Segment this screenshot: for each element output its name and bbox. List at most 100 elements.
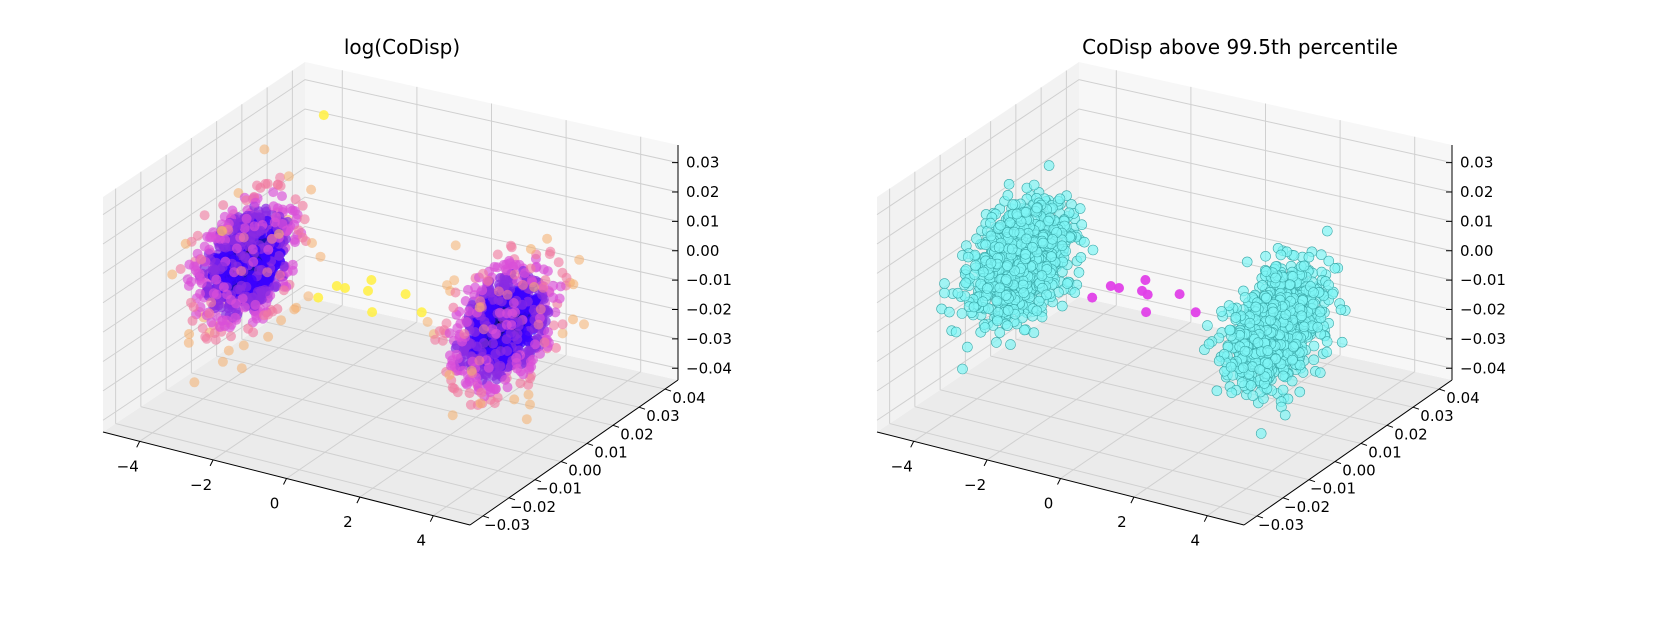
scatter-point (272, 179, 283, 190)
scatter-point (452, 387, 463, 398)
scatter-point (488, 338, 498, 349)
scatter-point (1308, 287, 1319, 298)
scatter-point (518, 280, 528, 290)
scatter-point (465, 399, 476, 410)
panel-log-codisp: −4−2024−0.03−0.02−0.010.000.010.020.030.… (102, 35, 732, 550)
scatter-point (1041, 289, 1052, 301)
scatter-point (483, 362, 494, 373)
y-tick (1282, 497, 1290, 501)
scatter-point (275, 270, 285, 281)
scatter-point (226, 331, 236, 342)
x-tick-label: 2 (343, 513, 353, 531)
y-tick (1308, 479, 1316, 483)
scatter-point (210, 233, 221, 244)
scatter-point (977, 296, 989, 308)
scatter-point (290, 237, 300, 248)
scatter-point (1245, 380, 1257, 391)
scatter-point (1056, 240, 1068, 252)
y-tick (612, 424, 620, 428)
scatter-point (220, 242, 231, 253)
x-tick (136, 441, 141, 448)
scatter-point (238, 232, 249, 243)
z-tick-label: 0.03 (1460, 154, 1493, 172)
scatter-point (995, 220, 1006, 231)
scatter-point (550, 307, 561, 318)
scatter-point (450, 287, 461, 298)
scatter-point (579, 319, 589, 330)
scatter-point (1018, 287, 1030, 299)
y-tick (1386, 424, 1394, 428)
scatter-point (285, 203, 296, 214)
scatter-point (509, 269, 520, 280)
scatter-point (1011, 208, 1023, 220)
scatter-point (217, 262, 228, 272)
scatter-point (548, 292, 559, 303)
scatter-point (1312, 321, 1324, 333)
z-tick-label: −0.01 (1460, 271, 1506, 289)
scatter-point (466, 365, 477, 376)
scatter-point (1202, 320, 1213, 331)
scatter-point (474, 355, 485, 366)
z-tick-label: −0.02 (686, 301, 732, 319)
z-tick-label: 0.02 (686, 183, 719, 201)
scatter-point (533, 319, 544, 330)
z-tick-label: −0.01 (686, 271, 732, 289)
scatter-point (1252, 337, 1264, 349)
scatter-point (175, 264, 186, 274)
outlier-point (1174, 289, 1185, 300)
scatter-point (449, 275, 460, 286)
scatter-point (259, 310, 270, 321)
y-tick-label: −0.02 (1284, 498, 1330, 516)
scatter-point (977, 266, 989, 278)
scatter-point (511, 352, 522, 363)
scatter-point (276, 315, 287, 326)
scatter-point (307, 238, 317, 248)
scatter-point (1020, 207, 1032, 218)
scatter-point (1047, 234, 1058, 245)
scatter-point (289, 304, 300, 315)
scatter-point (539, 337, 550, 348)
scatter-point (1007, 199, 1019, 210)
scatter-point (557, 319, 568, 330)
scatter-point (1244, 317, 1256, 329)
y-tick (664, 388, 672, 392)
scatter-point (523, 389, 534, 400)
scatter-point (944, 306, 955, 318)
scatter-point (1270, 272, 1281, 284)
scatter-point (231, 243, 242, 254)
scatter-point (187, 315, 198, 326)
scatter-point (1322, 225, 1333, 237)
scatter-point (491, 328, 502, 339)
scatter-point (235, 284, 246, 295)
y-tick-label: 0.04 (672, 389, 705, 407)
scatter-point (529, 282, 540, 292)
y-tick-label: −0.03 (484, 516, 530, 534)
scatter-point (210, 334, 221, 345)
scatter-point (493, 286, 504, 297)
scatter-point (553, 257, 564, 268)
scatter-point (268, 201, 279, 212)
scatter-point (241, 213, 252, 224)
y-tick (1412, 406, 1420, 410)
y-tick-label: 0.02 (1394, 425, 1427, 443)
scatter-point (1315, 367, 1326, 379)
scatter-point (474, 302, 485, 313)
scatter-point (259, 144, 270, 155)
scatter-point (574, 254, 585, 265)
scatter-point (1321, 336, 1333, 347)
scatter-point (960, 264, 972, 275)
scatter-point (1203, 338, 1215, 350)
scatter-point (515, 378, 526, 389)
scatter-point (271, 281, 282, 292)
scatter-point (1006, 243, 1018, 255)
scatter-point (1314, 306, 1326, 318)
scatter-point (457, 365, 468, 376)
scatter-point (1008, 226, 1020, 238)
scatter-point (542, 266, 553, 277)
scatter-point (1267, 306, 1279, 318)
scatter-point (1275, 249, 1287, 261)
scatter-point (971, 233, 982, 245)
scatter-point (980, 239, 992, 251)
panel-codisp-above-percentile: −4−2024−0.03−0.02−0.010.000.010.020.030.… (876, 35, 1506, 550)
